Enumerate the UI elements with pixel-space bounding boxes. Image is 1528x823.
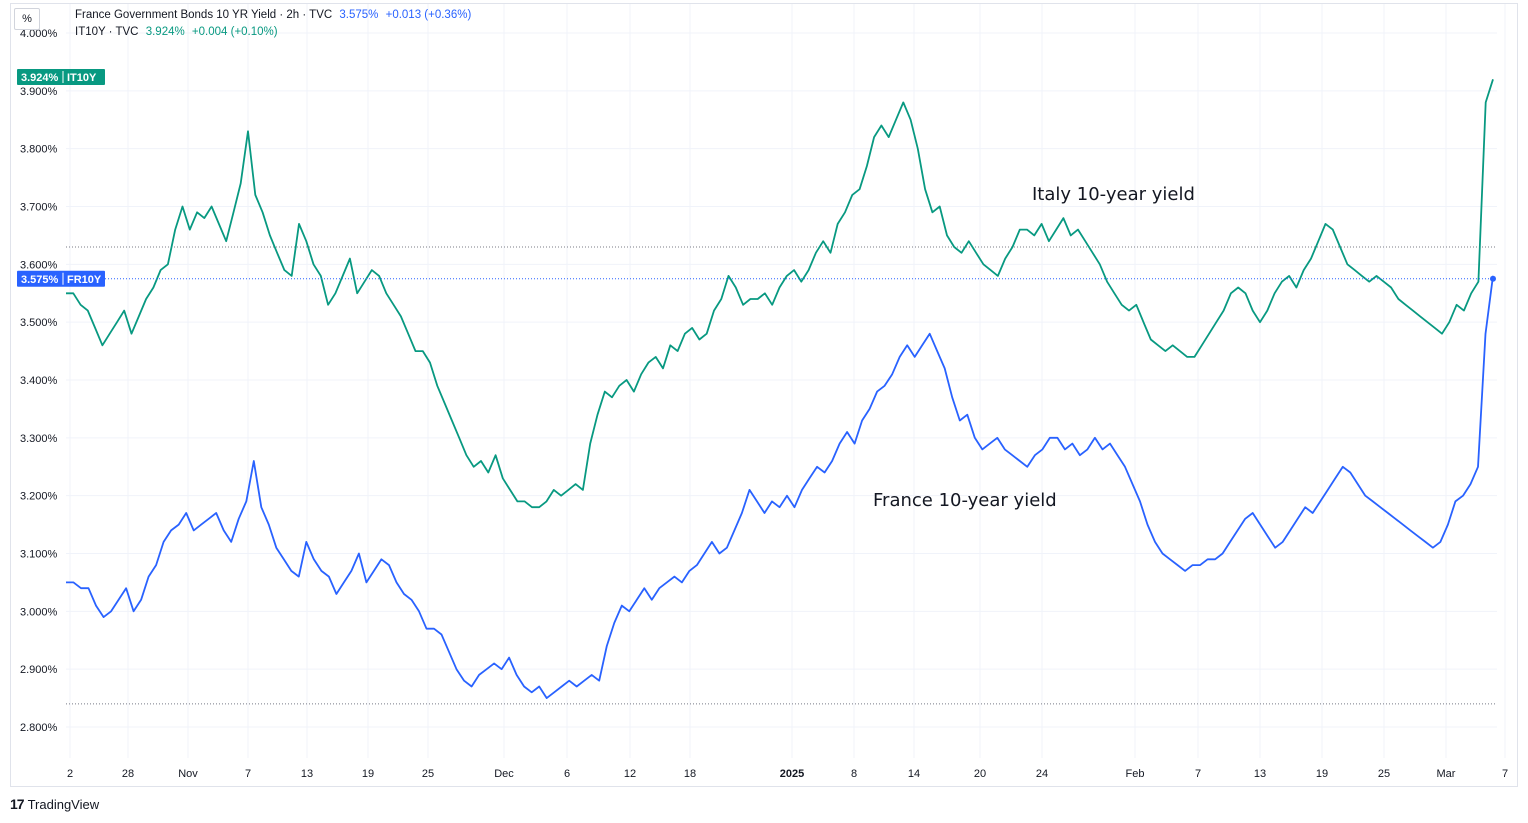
x-tick-label: 19 — [1316, 768, 1328, 780]
annotation-france: France 10-year yield — [873, 490, 1057, 511]
x-tick-label: 2025 — [780, 768, 804, 780]
legend-france-title: France Government Bonds 10 YR Yield · 2h… — [75, 9, 333, 21]
scale-unit-button[interactable]: % — [14, 8, 40, 30]
tradingview-logo[interactable]: 17 TradingView — [10, 796, 99, 812]
legend-italy[interactable]: IT10Y · TVC 3.924% +0.004 (+0.10%) — [75, 26, 282, 38]
series-line-fr10y[interactable] — [66, 275, 1494, 699]
x-tick-label: Feb — [1126, 768, 1145, 780]
y-tick-label: 3.300% — [20, 433, 58, 445]
x-tick-label: 2 — [67, 768, 73, 780]
price-tag-symbol: FR10Y — [67, 274, 102, 286]
legend-france-value: 3.575% — [339, 9, 379, 21]
y-tick-label: 2.800% — [20, 722, 58, 734]
y-tick-label: 3.800% — [20, 144, 58, 156]
x-tick-label: 25 — [1378, 768, 1390, 780]
legend-france[interactable]: France Government Bonds 10 YR Yield · 2h… — [75, 9, 475, 21]
series-line-it10y[interactable] — [66, 79, 1494, 509]
x-tick-label: 6 — [564, 768, 570, 780]
y-tick-label: 3.200% — [20, 491, 58, 503]
price-tag-fr10y[interactable] — [17, 270, 105, 287]
price-tag-value: 3.575% — [21, 274, 59, 286]
price-tag-symbol: IT10Y — [67, 72, 97, 84]
y-tick-label: 3.400% — [20, 375, 58, 387]
x-tick-label: 19 — [362, 768, 374, 780]
x-tick-label: Nov — [178, 768, 198, 780]
y-tick-label: 3.000% — [20, 606, 58, 618]
x-tick-label: 8 — [851, 768, 857, 780]
x-tick-label: Mar — [1437, 768, 1456, 780]
x-tick-label: 25 — [422, 768, 434, 780]
scale-unit-label: % — [22, 13, 32, 25]
legend-france-change: +0.013 (+0.36%) — [385, 9, 472, 21]
legend-italy-value: 3.924% — [145, 26, 185, 38]
tradingview-logo-icon: 17 — [10, 796, 25, 812]
y-tick-label: 3.500% — [20, 317, 58, 329]
x-tick-label: 18 — [684, 768, 696, 780]
legend-italy-title: IT10Y · TVC — [75, 26, 139, 38]
france-last-point — [1490, 275, 1496, 282]
annotation-italy: Italy 10-year yield — [1032, 184, 1195, 205]
price-tag-it10y[interactable] — [17, 68, 105, 85]
x-tick-label: 28 — [122, 768, 134, 780]
y-tick-label: 3.600% — [20, 259, 58, 271]
x-tick-label: Dec — [494, 768, 514, 780]
y-tick-label: 3.700% — [20, 202, 58, 214]
x-tick-label: 7 — [245, 768, 251, 780]
x-tick-label: 13 — [1254, 768, 1266, 780]
legend-italy-change: +0.004 (+0.10%) — [191, 26, 278, 38]
y-tick-label: 3.100% — [20, 549, 58, 561]
chart-frame — [10, 3, 1518, 787]
x-tick-label: 20 — [974, 768, 986, 780]
x-tick-label: 13 — [301, 768, 313, 780]
price-tag-value: 3.924% — [21, 72, 59, 84]
y-tick-label: 2.900% — [20, 664, 58, 676]
x-tick-label: 24 — [1036, 768, 1048, 780]
y-tick-label: 3.900% — [20, 86, 58, 98]
tradingview-logo-text: TradingView — [27, 796, 100, 812]
x-tick-label: 14 — [908, 768, 920, 780]
x-tick-label: 7 — [1195, 768, 1201, 780]
x-tick-label: 12 — [624, 768, 636, 780]
y-tick-label: 4.000% — [20, 28, 58, 40]
x-tick-label: 7 — [1502, 768, 1508, 780]
